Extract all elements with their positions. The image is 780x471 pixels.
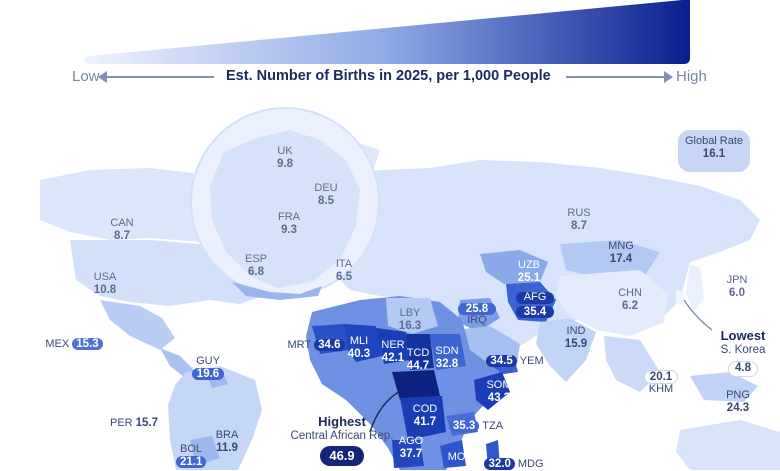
highest-connector-line	[369, 387, 407, 433]
highest-title: Highest	[318, 414, 366, 429]
australia-region	[676, 420, 780, 470]
global-rate-label: Global Rate	[684, 135, 744, 147]
moz-region	[440, 440, 466, 468]
highest-value-badge: 46.9	[320, 446, 364, 466]
label-ago: AGO 37.7	[398, 435, 424, 460]
mli-region	[344, 324, 382, 362]
lowest-value-badge: 4.8	[728, 361, 758, 378]
label-afg: AFG 35.4	[516, 291, 554, 318]
chn-region	[556, 270, 668, 336]
sdn-region	[430, 334, 466, 370]
label-tza: 35.3 TZA	[448, 420, 504, 433]
lby-region	[386, 298, 438, 334]
highest-country: Central African Rep.	[290, 429, 394, 442]
legend-low-label: Low	[72, 68, 100, 85]
africa-coast-in-zoom	[232, 282, 322, 300]
label-bol: BOL 21.1	[176, 443, 206, 468]
som-region	[474, 372, 510, 410]
arrow-left-line	[104, 76, 214, 78]
lowest-connector-line	[683, 299, 713, 331]
cod-region	[400, 396, 446, 440]
label-bra: BRA 11.9	[215, 429, 239, 454]
europe-zoom-land	[210, 130, 360, 288]
ner-region	[376, 328, 410, 364]
label-sdn: SDN 32.8	[435, 345, 459, 370]
label-moz: MOZ	[447, 451, 473, 463]
legend-high-label: High	[676, 68, 707, 85]
legend-row: Low Est. Number of Births in 2025, per 1…	[0, 66, 780, 88]
label-rus: RUS 8.7	[567, 207, 591, 232]
arrow-right-icon	[664, 71, 673, 83]
lowest-title: Lowest	[720, 328, 766, 343]
arrow-left-icon	[98, 71, 107, 83]
label-mdg: 32.0 MDG	[484, 458, 544, 471]
japan-region	[686, 264, 704, 312]
label-ind: IND 15.9	[564, 325, 588, 350]
highest-callout: Highest Central African Rep. 46.9	[286, 414, 398, 466]
label-jpn: JPN 6.0	[726, 274, 748, 299]
car-region	[392, 370, 440, 400]
label-yem: 34.5 YEM	[484, 355, 546, 368]
label-mrt: MRT 34.6	[284, 339, 348, 352]
label-mng: MNG 17.4	[608, 240, 634, 265]
label-png: PNG 24.3	[726, 389, 750, 414]
global-rate-card: Global Rate 16.1	[678, 130, 750, 172]
label-irq: 25.8 IRQ	[458, 303, 496, 327]
ago-region	[392, 440, 424, 468]
lowest-country: S. Korea	[720, 343, 766, 356]
global-rate-value: 16.1	[702, 147, 726, 160]
png-region	[690, 372, 758, 402]
label-ner: NER 42.1	[381, 339, 405, 364]
label-mex: MEX 15.3	[44, 338, 104, 351]
label-can: CAN 8.7	[110, 217, 134, 242]
label-guy: GUY 19.6	[192, 355, 224, 380]
lowest-callout: Lowest S. Korea 4.8	[710, 328, 776, 378]
label-cod: COD 41.7	[412, 403, 438, 428]
label-khm: 20.1 KHM	[644, 370, 678, 396]
label-fra: FRA 9.3	[278, 211, 300, 236]
label-per: PER 15.7	[109, 417, 158, 429]
label-tcd: TCD 44.7	[406, 347, 430, 372]
label-uzb: UZB 25.1	[517, 259, 541, 284]
uzb-region	[480, 250, 548, 284]
label-lby: LBY 16.3	[398, 307, 422, 332]
label-deu: DEU 8.5	[314, 182, 338, 207]
tcd-region	[406, 334, 434, 370]
label-uk: UK 9.8	[277, 145, 293, 170]
mng-region	[560, 240, 660, 278]
legend-gradient-wedge	[84, 0, 690, 64]
arrow-right-line	[566, 76, 666, 78]
label-chn: CHN 6.2	[618, 287, 642, 312]
label-mli: MLI 40.3	[347, 335, 371, 360]
label-ita: ITA 6.5	[335, 258, 353, 283]
label-usa: USA 10.8	[93, 271, 117, 296]
label-esp: ESP 6.8	[244, 253, 267, 278]
legend-title: Est. Number of Births in 2025, per 1,000…	[226, 68, 551, 84]
mexico-region	[100, 300, 175, 350]
ind-region	[536, 318, 596, 382]
label-som: SOM 43.3	[486, 379, 512, 404]
korea-region	[676, 290, 684, 306]
